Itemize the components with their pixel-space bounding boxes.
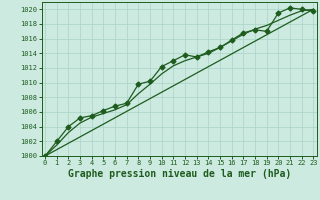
X-axis label: Graphe pression niveau de la mer (hPa): Graphe pression niveau de la mer (hPa) (68, 169, 291, 179)
